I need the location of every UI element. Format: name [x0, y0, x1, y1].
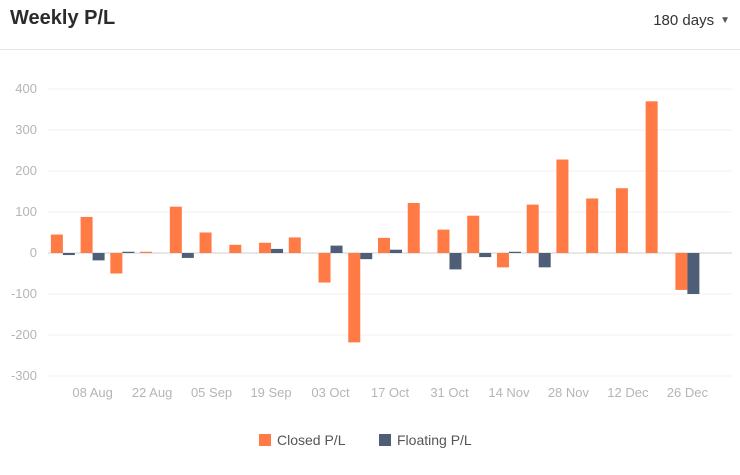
y-tick-label: -200 — [11, 327, 37, 342]
closed-pl-bar[interactable] — [556, 159, 569, 253]
y-tick-label: 300 — [15, 122, 37, 137]
floating-pl-bar[interactable] — [360, 253, 373, 260]
closed-pl-bar[interactable] — [80, 216, 93, 253]
floating-pl-bar[interactable] — [538, 253, 551, 268]
legend-swatch-floating[interactable] — [379, 434, 391, 446]
closed-pl-bar[interactable] — [526, 204, 539, 253]
closed-pl-bar[interactable] — [169, 206, 182, 253]
y-tick-label: -300 — [11, 368, 37, 383]
closed-pl-bar[interactable] — [496, 253, 509, 268]
closed-pl-bar[interactable] — [110, 253, 123, 274]
closed-pl-bar[interactable] — [675, 253, 688, 290]
floating-pl-bar[interactable] — [479, 253, 492, 258]
legend-label-floating[interactable]: Floating P/L — [397, 432, 472, 448]
closed-pl-bar[interactable] — [140, 251, 153, 253]
x-tick-label: 12 Dec — [607, 385, 649, 400]
closed-pl-bar[interactable] — [645, 101, 658, 253]
range-dropdown[interactable]: 180 days ▼ — [653, 12, 730, 29]
x-tick-label: 03 Oct — [311, 385, 350, 400]
x-tick-label: 28 Nov — [548, 385, 590, 400]
floating-pl-bar[interactable] — [390, 249, 402, 253]
y-tick-label: 400 — [15, 81, 37, 96]
floating-pl-bar[interactable] — [92, 253, 105, 261]
floating-pl-bar[interactable] — [62, 253, 75, 256]
closed-pl-bar[interactable] — [259, 242, 272, 253]
legend-label-closed[interactable]: Closed P/L — [277, 432, 346, 448]
floating-pl-bar[interactable] — [449, 253, 462, 270]
x-tick-label: 14 Nov — [488, 385, 530, 400]
card-title: Weekly P/L — [10, 7, 116, 29]
floating-pl-bar[interactable] — [330, 245, 343, 253]
x-tick-label: 31 Oct — [430, 385, 469, 400]
y-tick-label: -100 — [11, 286, 37, 301]
closed-pl-bar[interactable] — [229, 244, 242, 253]
closed-pl-bar[interactable] — [288, 237, 301, 253]
x-tick-label: 05 Sep — [191, 385, 232, 400]
closed-pl-bar[interactable] — [437, 229, 450, 253]
y-tick-label: 200 — [15, 163, 37, 178]
closed-pl-bar[interactable] — [467, 215, 480, 253]
floating-pl-bar[interactable] — [271, 248, 284, 253]
closed-pl-bar[interactable] — [199, 232, 212, 254]
closed-pl-bar[interactable] — [348, 253, 361, 343]
closed-pl-bar[interactable] — [407, 202, 420, 253]
closed-pl-bar[interactable] — [615, 188, 628, 253]
closed-pl-bar[interactable] — [50, 234, 63, 253]
range-label: 180 days — [653, 12, 715, 29]
closed-pl-bar[interactable] — [586, 198, 599, 253]
floating-pl-bar[interactable] — [687, 253, 700, 294]
x-tick-label: 17 Oct — [371, 385, 410, 400]
y-tick-label: 100 — [15, 204, 37, 219]
floating-pl-bar[interactable] — [122, 251, 135, 253]
x-tick-label: 08 Aug — [72, 385, 113, 400]
y-tick-label: 0 — [30, 245, 37, 260]
closed-pl-bar[interactable] — [318, 253, 331, 283]
legend-swatch-closed[interactable] — [259, 434, 271, 446]
caret-down-icon: ▼ — [720, 15, 730, 26]
x-tick-label: 22 Aug — [132, 385, 173, 400]
x-tick-label: 26 Dec — [667, 385, 709, 400]
floating-pl-bar[interactable] — [508, 251, 521, 253]
floating-pl-bar[interactable] — [181, 253, 194, 258]
closed-pl-bar[interactable] — [378, 237, 390, 253]
card-header: Weekly P/L 180 days ▼ — [0, 0, 740, 50]
x-tick-label: 19 Sep — [250, 385, 291, 400]
